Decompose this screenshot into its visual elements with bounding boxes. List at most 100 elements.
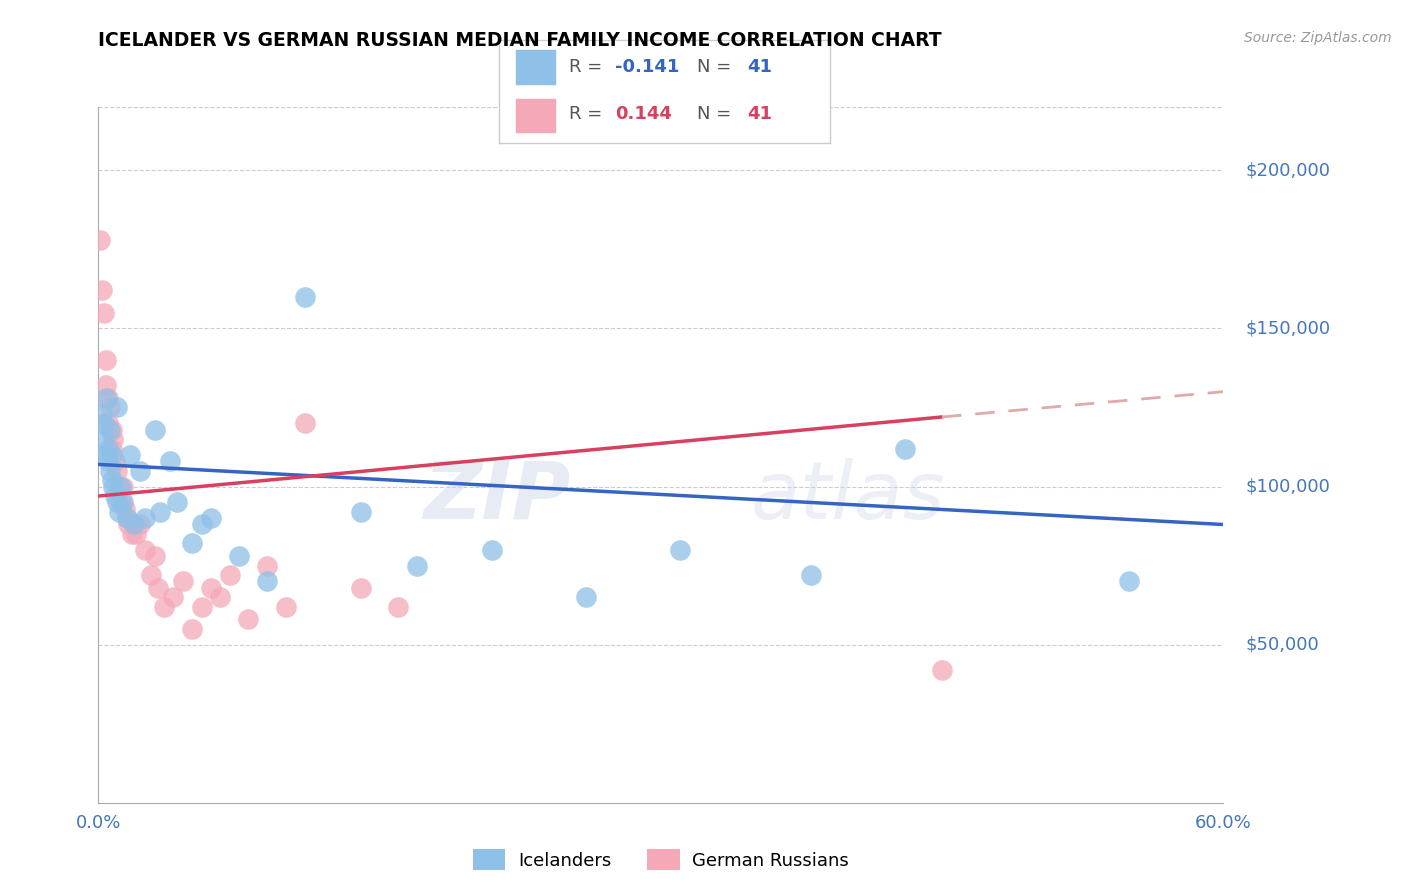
Point	[100, 473, 122, 487]
Point	[218, 568, 240, 582]
Point	[931, 663, 953, 677]
Text: ICELANDER VS GERMAN RUSSIAN MEDIAN FAMILY INCOME CORRELATION CHART: ICELANDER VS GERMAN RUSSIAN MEDIAN FAMIL…	[98, 31, 942, 50]
Point	[387, 599, 409, 614]
Point	[105, 401, 128, 415]
Point	[481, 542, 503, 557]
Text: Source: ZipAtlas.com: Source: ZipAtlas.com	[1244, 31, 1392, 45]
Point	[134, 511, 156, 525]
Point	[91, 407, 114, 421]
Point	[256, 574, 278, 589]
Point	[153, 599, 176, 614]
Text: N =: N =	[697, 58, 737, 76]
Point	[94, 353, 117, 368]
Text: R =: R =	[568, 58, 607, 76]
Point	[108, 505, 131, 519]
Point	[190, 599, 212, 614]
Point	[121, 527, 143, 541]
Point	[159, 454, 181, 468]
Point	[91, 284, 114, 298]
Point	[122, 517, 145, 532]
Point	[406, 558, 429, 573]
Point	[172, 574, 194, 589]
Text: atlas: atlas	[751, 458, 946, 536]
Point	[128, 464, 150, 478]
Point	[166, 495, 188, 509]
Point	[575, 591, 598, 605]
Point	[97, 442, 120, 456]
Point	[190, 517, 212, 532]
Point	[893, 442, 915, 456]
Text: ZIP: ZIP	[423, 458, 571, 536]
Text: -0.141: -0.141	[614, 58, 679, 76]
Point	[98, 464, 121, 478]
Point	[143, 423, 166, 437]
Text: 41: 41	[747, 58, 772, 76]
Point	[105, 464, 128, 478]
Point	[93, 305, 115, 319]
Point	[111, 495, 134, 509]
Point	[97, 454, 120, 468]
Point	[110, 479, 132, 493]
Point	[100, 423, 122, 437]
Point	[98, 401, 121, 415]
Point	[200, 511, 222, 525]
Point	[1118, 574, 1140, 589]
Point	[110, 495, 132, 509]
Point	[134, 542, 156, 557]
Point	[108, 479, 131, 493]
Point	[238, 612, 260, 626]
Legend: Icelanders, German Russians: Icelanders, German Russians	[465, 842, 856, 877]
Point	[94, 378, 117, 392]
Point	[143, 549, 166, 563]
Point	[89, 233, 111, 247]
Point	[100, 442, 122, 456]
Point	[117, 517, 139, 532]
Point	[104, 489, 127, 503]
Point	[115, 511, 138, 525]
Point	[200, 581, 222, 595]
Point	[103, 479, 125, 493]
Point	[294, 417, 316, 431]
Point	[125, 527, 148, 541]
Point	[350, 581, 373, 595]
Text: R =: R =	[568, 105, 613, 123]
Point	[98, 423, 121, 437]
Point	[97, 417, 120, 431]
Text: $150,000: $150,000	[1246, 319, 1331, 337]
Point	[181, 536, 204, 550]
Point	[162, 591, 184, 605]
Text: $100,000: $100,000	[1246, 477, 1330, 496]
Text: 0.144: 0.144	[614, 105, 672, 123]
Point	[148, 581, 170, 595]
Point	[350, 505, 373, 519]
Point	[105, 495, 128, 509]
Point	[800, 568, 823, 582]
Point	[228, 549, 250, 563]
Point	[114, 501, 136, 516]
Point	[97, 391, 120, 405]
Bar	[516, 50, 555, 84]
Point	[209, 591, 232, 605]
Point	[115, 511, 138, 525]
Point	[94, 391, 117, 405]
Point	[93, 417, 115, 431]
Point	[128, 517, 150, 532]
Point	[181, 622, 204, 636]
Point	[294, 290, 316, 304]
Point	[104, 454, 127, 468]
Point	[149, 505, 172, 519]
Point	[256, 558, 278, 573]
Point	[668, 542, 690, 557]
Point	[94, 448, 117, 462]
Text: 41: 41	[747, 105, 772, 123]
Point	[93, 432, 115, 446]
Point	[111, 479, 134, 493]
Text: N =: N =	[697, 105, 737, 123]
Bar	[516, 99, 555, 132]
Text: $50,000: $50,000	[1246, 636, 1319, 654]
Point	[100, 448, 122, 462]
Point	[103, 432, 125, 446]
Point	[274, 599, 297, 614]
Point	[139, 568, 162, 582]
Text: $200,000: $200,000	[1246, 161, 1330, 179]
